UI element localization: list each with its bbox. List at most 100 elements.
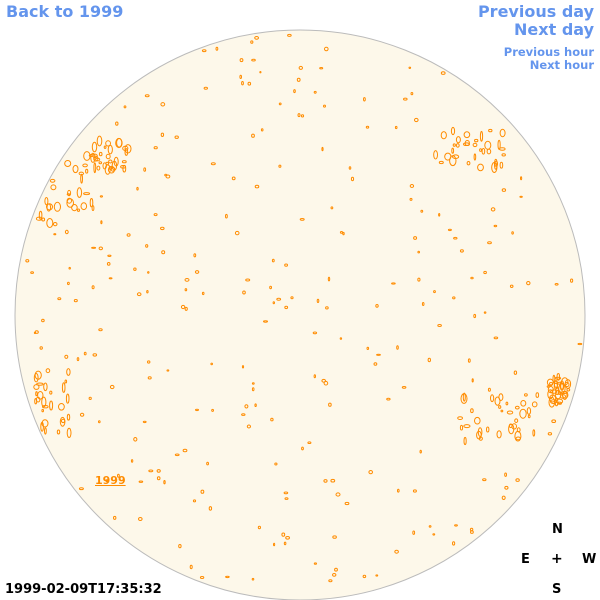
contour-mark [41, 419, 49, 428]
contour-mark [524, 393, 528, 397]
contour-mark [396, 345, 399, 350]
contour-mark [501, 188, 507, 192]
region-link[interactable]: 1999 [95, 474, 126, 487]
contour-mark [469, 527, 474, 532]
contour-mark [126, 233, 131, 237]
contour-mark [124, 144, 132, 154]
contour-mark [53, 201, 62, 212]
contour-mark [67, 281, 70, 286]
contour-mark [452, 154, 460, 159]
solar-disk-circle [14, 29, 586, 600]
contour-mark [113, 515, 117, 520]
previous-day-link[interactable]: Previous day [477, 2, 594, 21]
contour-mark [41, 408, 45, 413]
contour-mark [164, 173, 168, 177]
contour-mark [298, 65, 303, 70]
contour-mark [66, 197, 73, 204]
contour-mark [201, 49, 207, 53]
contour-mark [251, 387, 255, 392]
contour-mark [270, 417, 274, 422]
contour-mark [208, 506, 213, 511]
contour-mark [515, 478, 520, 482]
contour-mark [555, 398, 564, 404]
contour-mark [77, 208, 80, 212]
contour-mark [156, 469, 161, 473]
contour-mark [83, 192, 91, 196]
contour-mark [156, 476, 161, 481]
contour-mark [421, 302, 425, 306]
contour-mark [108, 277, 113, 280]
contour-mark [83, 151, 91, 161]
contour-mark [143, 167, 147, 172]
contour-mark [43, 382, 48, 392]
contour-mark [412, 530, 416, 535]
contour-mark [486, 426, 490, 433]
contour-mark [297, 113, 301, 118]
contour-mark [499, 128, 506, 138]
contour-mark [103, 145, 107, 149]
contour-mark [52, 222, 58, 227]
contour-mark [316, 298, 320, 303]
contour-mark [296, 77, 301, 82]
contour-mark [76, 187, 83, 198]
contour-mark [473, 313, 477, 319]
previous-hour-link[interactable]: Previous hour [503, 45, 594, 59]
next-day-link[interactable]: Next day [514, 20, 594, 39]
contour-mark [344, 501, 350, 506]
contour-mark [68, 266, 71, 270]
contour-mark [412, 489, 417, 493]
contour-mark [50, 184, 57, 191]
contour-mark [58, 403, 65, 411]
contour-mark [476, 430, 482, 440]
contour-mark [273, 542, 276, 547]
contour-mark [180, 304, 186, 310]
contour-mark [299, 218, 305, 221]
contour-mark [110, 167, 116, 172]
contour-mark [472, 142, 478, 148]
contour-mark [403, 97, 408, 101]
contour-mark [519, 408, 527, 419]
contour-mark [417, 277, 421, 282]
contour-mark [174, 135, 179, 139]
contour-mark [244, 404, 249, 409]
contour-mark [88, 396, 92, 400]
contour-mark [470, 408, 474, 414]
contour-mark [483, 311, 487, 314]
contour-mark [420, 209, 424, 213]
contour-mark [80, 202, 88, 211]
contour-mark [494, 396, 501, 406]
contour-mark [477, 427, 483, 437]
contour-mark [89, 198, 94, 208]
contour-mark [391, 282, 396, 285]
contour-mark [452, 143, 456, 147]
contour-mark [269, 285, 273, 290]
contour-mark [350, 176, 355, 182]
contour-mark [195, 408, 199, 412]
contour-mark [241, 413, 246, 416]
contour-mark [184, 306, 188, 311]
contour-mark [25, 259, 30, 263]
next-hour-link[interactable]: Next hour [529, 58, 594, 72]
contour-mark [108, 159, 113, 164]
contour-mark [284, 497, 289, 500]
back-to-year-link[interactable]: Back to 1999 [6, 2, 124, 21]
contour-mark [466, 161, 471, 166]
contour-mark [245, 278, 251, 282]
contour-mark [194, 270, 200, 274]
contour-mark [105, 140, 111, 147]
contour-mark [247, 81, 252, 86]
contour-mark [554, 283, 559, 286]
contour-mark [550, 389, 558, 394]
contour-mark [251, 133, 255, 138]
contour-mark [394, 549, 399, 554]
contour-mark [96, 135, 103, 147]
contour-mark [526, 407, 532, 415]
contour-mark [373, 362, 378, 366]
contour-mark [312, 331, 318, 335]
contour-mark [80, 173, 83, 184]
contour-mark [144, 94, 150, 98]
contour-mark [120, 165, 127, 169]
contour-mark [99, 195, 104, 198]
contour-mark [174, 453, 180, 457]
